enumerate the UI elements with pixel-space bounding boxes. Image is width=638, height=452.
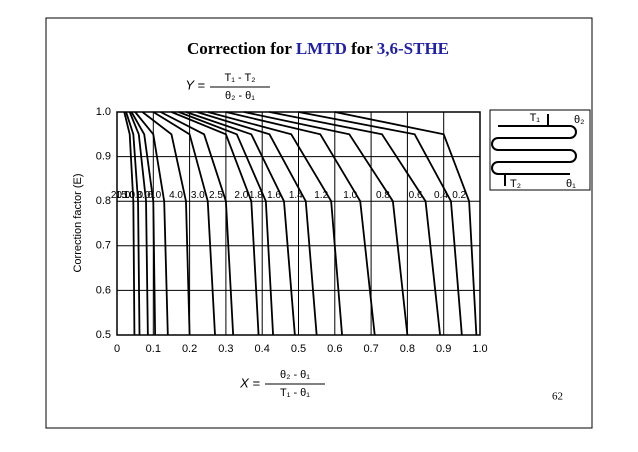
title-part: LMTD	[296, 39, 347, 58]
curve	[125, 111, 141, 336]
curve-label: 4.0	[169, 190, 183, 201]
slide-title: Correction for LMTD for 3,6-STHE	[187, 39, 449, 58]
inset-label: T₁	[530, 112, 541, 124]
y-tick-label: 0.9	[96, 151, 111, 163]
curve	[178, 111, 274, 336]
formula-numerator: θ₂ - θ₁	[280, 369, 310, 381]
curve	[130, 111, 157, 336]
curve	[269, 111, 441, 336]
x-tick-label: 0.1	[146, 343, 161, 355]
title-part: for	[347, 39, 377, 58]
inset-label: θ₂	[574, 114, 584, 126]
curve-label: 10.0	[124, 190, 144, 201]
curve-label: 2.5	[209, 190, 223, 201]
x-tick-label: 1.0	[472, 343, 487, 355]
inset-label: θ₁	[566, 178, 576, 190]
inset-label: T₂	[510, 178, 521, 190]
x-tick-label: 0.7	[363, 343, 378, 355]
curve	[134, 111, 169, 336]
curve	[207, 111, 343, 336]
curve-label: 2.0	[234, 190, 248, 201]
x-tick-label: 0.4	[255, 343, 270, 355]
curve-label: 1.0	[343, 190, 357, 201]
x-tick-label: 0.2	[182, 343, 197, 355]
y-tick-label: 0.7	[96, 240, 111, 252]
x-tick-label: 0.9	[436, 343, 451, 355]
x-tick-label: 0.6	[327, 343, 342, 355]
formula-lhs: Y =	[185, 77, 205, 92]
formula-denominator: θ₂ - θ₁	[225, 90, 255, 102]
curve	[243, 111, 409, 336]
curve-label: 15.0	[116, 190, 136, 201]
curve	[334, 111, 478, 336]
y-tick-label: 1.0	[96, 106, 111, 118]
curve-label: 1.2	[314, 190, 328, 201]
curve-label: 3.0	[191, 190, 205, 201]
x-tick-label: 0.3	[218, 343, 233, 355]
curve	[160, 111, 235, 336]
title-part: 3,6-STHE	[377, 39, 449, 58]
x-tick-label: 0.8	[400, 343, 415, 355]
curve-label: 0.6	[409, 190, 423, 201]
y-axis-label: Correction factor (E)	[72, 173, 84, 272]
y-tick-label: 0.5	[96, 329, 111, 341]
curve	[128, 111, 149, 336]
exchanger-inset: T₁ θ₂ T₂ θ₁	[489, 109, 591, 191]
curve-label: 0.2	[452, 190, 466, 201]
curve	[141, 111, 191, 336]
y-tick-label: 0.8	[96, 195, 111, 207]
formula-lhs: X =	[239, 375, 260, 390]
curve-label: 1.8	[249, 190, 263, 201]
formula-numerator: T₁ - T₂	[225, 72, 256, 84]
curve	[225, 111, 376, 336]
formula-denominator: T₁ - θ₁	[280, 387, 310, 399]
curve-label: 0.8	[376, 190, 390, 201]
x-tick-label: 0	[114, 343, 120, 355]
page-number: 62	[552, 391, 563, 403]
curve-label: 0.4	[434, 190, 448, 201]
x-tick-label: 0.5	[291, 343, 306, 355]
title-part: Correction for	[187, 39, 296, 58]
curve	[196, 111, 318, 336]
curve-label: 20.0	[111, 190, 131, 201]
curve	[123, 111, 136, 336]
curve	[298, 111, 463, 336]
curve-label: 6.0	[147, 190, 161, 201]
y-tick-label: 0.6	[96, 284, 111, 296]
inset-frame	[489, 109, 591, 191]
curve-label: 1.6	[267, 190, 281, 201]
curve-label: 8.0	[136, 190, 150, 201]
slide-border	[45, 17, 593, 429]
curve	[152, 111, 216, 336]
curve	[171, 111, 260, 336]
curve-label: 1.4	[289, 190, 303, 201]
curve	[185, 111, 296, 336]
inset-tubes	[491, 125, 577, 175]
